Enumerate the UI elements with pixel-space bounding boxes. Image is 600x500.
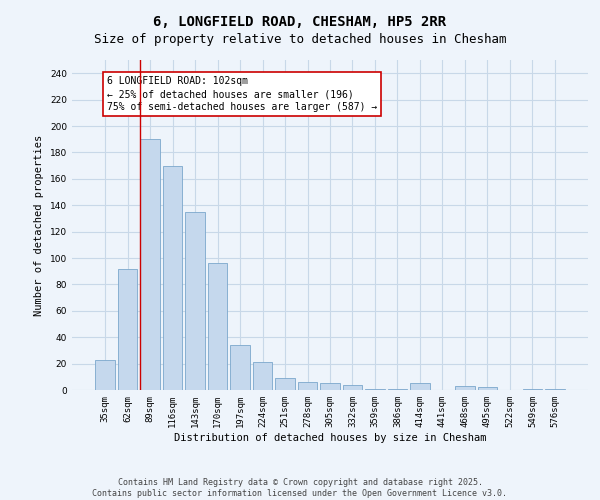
Bar: [298, 382, 317, 390]
Bar: [208, 264, 227, 390]
Y-axis label: Number of detached properties: Number of detached properties: [34, 134, 44, 316]
Bar: [163, 166, 182, 390]
Bar: [118, 268, 137, 390]
Bar: [320, 384, 340, 390]
Bar: [410, 384, 430, 390]
Bar: [230, 345, 250, 390]
Bar: [185, 212, 205, 390]
Text: 6 LONGFIELD ROAD: 102sqm
← 25% of detached houses are smaller (196)
75% of semi-: 6 LONGFIELD ROAD: 102sqm ← 25% of detach…: [107, 76, 377, 112]
Bar: [253, 362, 272, 390]
Bar: [545, 388, 565, 390]
Bar: [388, 388, 407, 390]
Bar: [455, 386, 475, 390]
Bar: [95, 360, 115, 390]
Bar: [343, 384, 362, 390]
Text: Contains HM Land Registry data © Crown copyright and database right 2025.
Contai: Contains HM Land Registry data © Crown c…: [92, 478, 508, 498]
Text: 6, LONGFIELD ROAD, CHESHAM, HP5 2RR: 6, LONGFIELD ROAD, CHESHAM, HP5 2RR: [154, 15, 446, 29]
Text: Size of property relative to detached houses in Chesham: Size of property relative to detached ho…: [94, 32, 506, 46]
Bar: [523, 388, 542, 390]
X-axis label: Distribution of detached houses by size in Chesham: Distribution of detached houses by size …: [174, 432, 486, 442]
Bar: [478, 388, 497, 390]
Bar: [275, 378, 295, 390]
Bar: [140, 139, 160, 390]
Bar: [365, 388, 385, 390]
